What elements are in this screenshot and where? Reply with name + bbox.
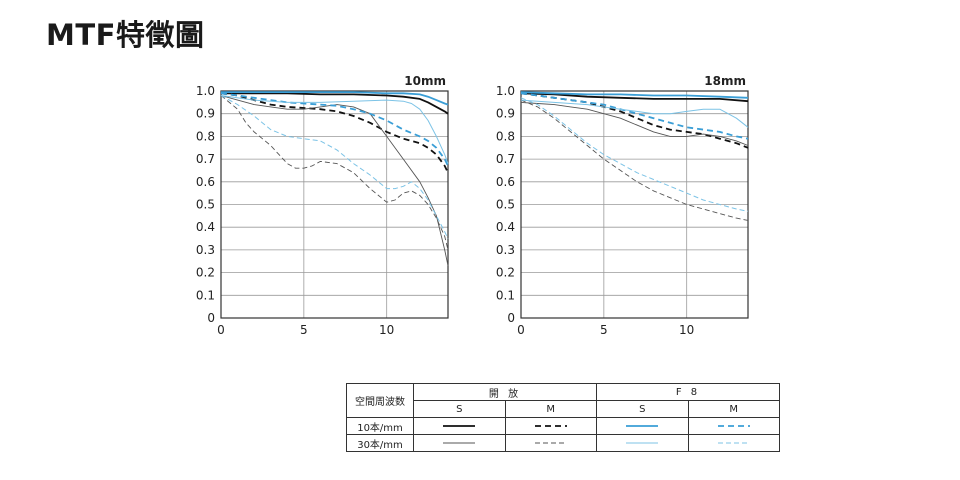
y-tick-label: 0.6 xyxy=(496,175,515,189)
x-tick-label: 5 xyxy=(300,323,308,337)
x-tick-label: 0 xyxy=(517,323,525,337)
legend-table: 空間周波数 開 放 F 8 S M S M 10本/mm 30本/mm xyxy=(346,383,780,452)
plot-frame xyxy=(520,90,749,319)
y-tick-label: 1.0 xyxy=(196,84,215,98)
legend-swatch xyxy=(413,434,506,452)
legend-sub-open-m: M xyxy=(504,400,597,418)
y-tick-label: 0 xyxy=(207,311,215,325)
y-tick-label: 0.6 xyxy=(196,175,215,189)
y-tick-label: 0.7 xyxy=(496,152,515,166)
y-tick-label: 0.5 xyxy=(496,198,515,212)
legend-swatch xyxy=(504,434,597,452)
series-line-f8-10-M xyxy=(220,92,449,167)
y-tick-label: 0.9 xyxy=(196,107,215,121)
legend-swatch xyxy=(596,417,689,435)
series-line-f8-10-S xyxy=(520,91,749,99)
legend-swatch xyxy=(687,434,780,452)
legend-swatch xyxy=(413,417,506,435)
legend-swatch xyxy=(596,434,689,452)
x-tick-label: 10 xyxy=(679,323,694,337)
y-tick-label: 0.1 xyxy=(496,288,515,302)
legend-group-open: 開 放 xyxy=(413,383,597,401)
y-tick-label: 0.8 xyxy=(496,129,515,143)
series-line-open-30-M xyxy=(520,99,749,221)
y-tick-label: 0.3 xyxy=(196,243,215,257)
series-line-open-10-S xyxy=(221,92,449,115)
y-tick-label: 0.1 xyxy=(196,288,215,302)
legend-sub-f8-m: M xyxy=(687,400,780,418)
series-line-f8-30-M xyxy=(220,95,449,239)
y-tick-label: 0.2 xyxy=(196,266,215,280)
series-line-open-10-S xyxy=(520,92,749,103)
x-tick-label: 5 xyxy=(600,323,608,337)
legend-header-label: 空間周波数 xyxy=(346,383,414,418)
series-line-f8-30-S xyxy=(520,99,749,128)
y-tick-label: 0 xyxy=(507,311,515,325)
legend-sub-f8-s: S xyxy=(596,400,689,418)
legend-swatch xyxy=(687,417,780,435)
y-tick-label: 0.4 xyxy=(496,220,515,234)
chart-title: 10mm xyxy=(404,74,446,88)
legend-sub-open-s: S xyxy=(413,400,506,418)
y-tick-label: 0.3 xyxy=(496,243,515,257)
plot-frame xyxy=(220,90,449,319)
x-tick-label: 0 xyxy=(217,323,225,337)
series-line-f8-10-M xyxy=(520,92,749,140)
series-line-open-30-S xyxy=(220,95,449,266)
legend-group-f8: F 8 xyxy=(596,383,780,401)
y-tick-label: 0.9 xyxy=(496,107,515,121)
series-line-f8-10-S xyxy=(221,91,449,106)
page-title: MTF特徵圖 xyxy=(46,18,205,52)
mtf-chart-18mm: 0 0.1 0.2 0.3 0.4 0.5 0.6 0.7 0.8 0.9 1.0 0 5 10 18mm xyxy=(496,74,749,337)
y-tick-label: 0.8 xyxy=(196,129,215,143)
legend-swatch xyxy=(504,417,597,435)
series-line-open-30-S xyxy=(520,101,749,146)
legend-row-label-30: 30本/mm xyxy=(346,434,414,452)
series-line-f8-30-S xyxy=(220,95,449,164)
series-line-open-10-M xyxy=(520,92,749,149)
y-tick-label: 0.2 xyxy=(496,266,515,280)
y-tick-label: 0.5 xyxy=(196,198,215,212)
legend-row-label-10: 10本/mm xyxy=(346,417,414,435)
y-tick-label: 0.4 xyxy=(196,220,215,234)
series-line-open-10-M xyxy=(220,92,449,174)
series-line-open-30-M xyxy=(220,95,449,251)
series-line-f8-30-M xyxy=(520,97,749,212)
y-tick-label: 0.7 xyxy=(196,152,215,166)
x-tick-label: 10 xyxy=(379,323,394,337)
y-tick-label: 1.0 xyxy=(496,84,515,98)
chart-title: 18mm xyxy=(704,74,746,88)
mtf-chart-10mm: 0 0.1 0.2 0.3 0.4 0.5 0.6 0.7 0.8 0.9 1.0 0 5 10 10mm xyxy=(196,74,449,337)
